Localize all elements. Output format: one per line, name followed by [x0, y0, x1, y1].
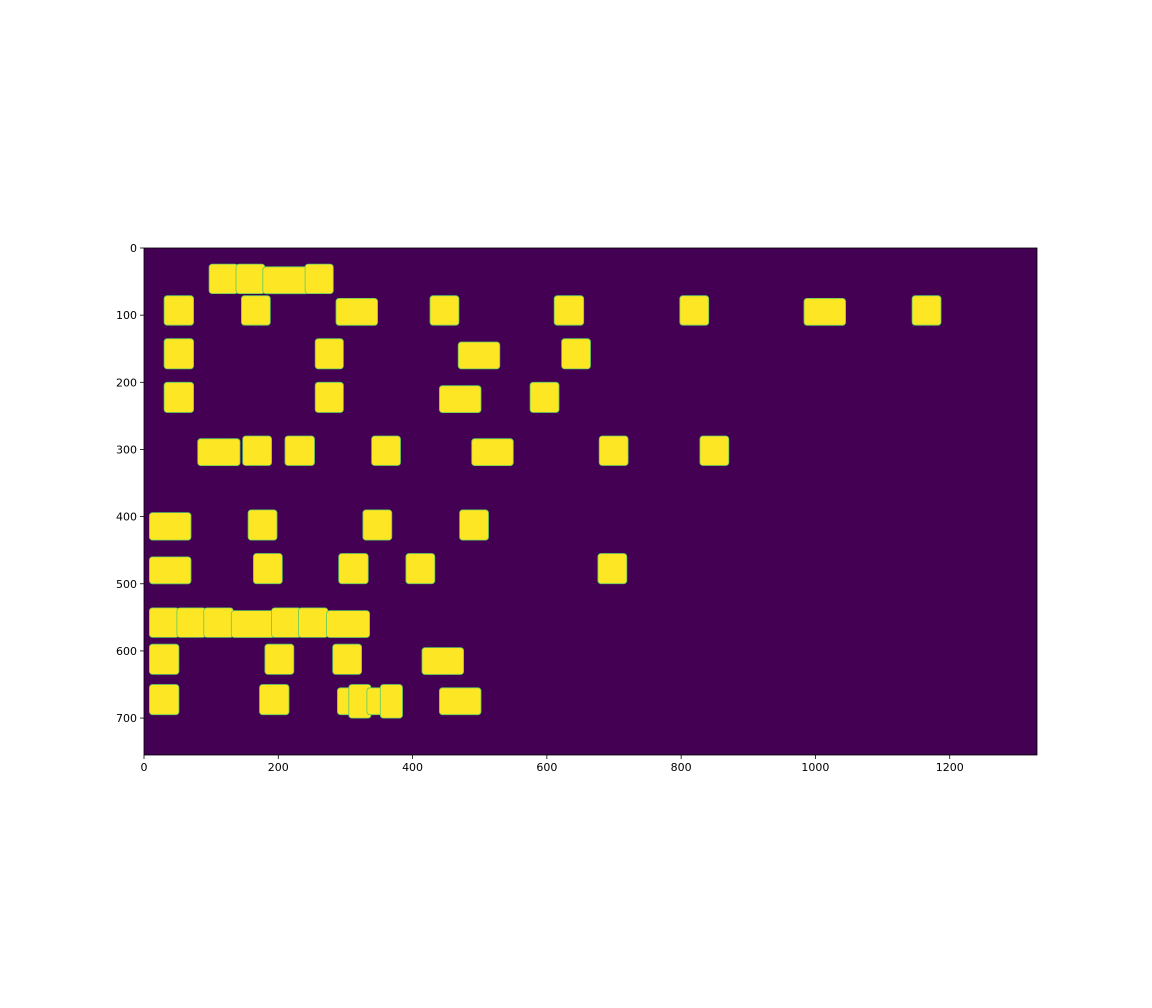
region-cell-28 — [247, 509, 278, 541]
y-axis: 0 100 200 300 400 500 600 700 — [116, 242, 144, 725]
region-cell-26 — [699, 435, 730, 466]
x-tick-label: 0 — [141, 761, 148, 774]
x-tick-label: 1000 — [801, 761, 829, 774]
x-tick-label: 600 — [536, 761, 557, 774]
y-tick-label: 300 — [116, 443, 137, 456]
region-cell-22 — [284, 435, 315, 466]
region-cell-8 — [553, 295, 585, 326]
x-axis: 0 200 400 600 800 1000 1200 — [141, 755, 964, 774]
region-cell-48 — [259, 684, 290, 716]
region-cell-16 — [163, 381, 195, 413]
region-cell-33 — [338, 553, 369, 585]
regions-layer — [148, 263, 942, 719]
x-tick-label: 200 — [268, 761, 289, 774]
region-cell-41 — [297, 607, 329, 638]
region-cell-13 — [314, 338, 344, 370]
region-cell-27 — [148, 512, 192, 541]
region-cell-9 — [679, 295, 710, 326]
region-cell-20 — [197, 438, 241, 467]
y-tick-label: 700 — [116, 712, 137, 725]
region-cell-14 — [457, 341, 501, 370]
region-cell-46 — [421, 647, 464, 675]
region-cell-11 — [911, 295, 942, 326]
x-tick-label: 800 — [671, 761, 692, 774]
region-cell-36 — [148, 607, 180, 638]
region-cell-17 — [314, 381, 344, 413]
region-cell-3 — [304, 263, 334, 295]
region-cell-40 — [271, 607, 302, 638]
y-tick-label: 200 — [116, 376, 137, 389]
region-cell-6 — [335, 297, 378, 326]
region-cell-34 — [405, 553, 436, 585]
x-tick-label: 1200 — [936, 761, 964, 774]
region-cell-2 — [262, 266, 310, 295]
region-cell-47 — [148, 684, 180, 716]
region-cell-31 — [148, 556, 192, 585]
region-cell-4 — [163, 295, 195, 326]
region-cell-0 — [208, 263, 239, 295]
region-cell-44 — [264, 643, 295, 675]
region-cell-15 — [561, 338, 591, 370]
y-tick-label: 500 — [116, 578, 137, 591]
y-tick-label: 400 — [116, 511, 137, 524]
region-cell-12 — [163, 338, 195, 370]
y-tick-label: 0 — [130, 242, 137, 255]
region-cell-32 — [252, 553, 283, 585]
plot-frame — [143, 247, 1038, 756]
region-cell-25 — [598, 435, 629, 466]
region-cell-7 — [429, 295, 460, 326]
region-cell-1 — [235, 263, 266, 295]
region-cell-24 — [471, 438, 514, 467]
region-cell-39 — [230, 610, 276, 638]
plot-background — [144, 248, 1037, 755]
region-cell-5 — [240, 295, 271, 326]
region-cell-10 — [803, 297, 846, 326]
region-cell-43 — [148, 643, 180, 675]
region-cell-52 — [379, 684, 403, 719]
region-cell-37 — [176, 607, 207, 638]
region-cell-23 — [371, 435, 401, 466]
region-cell-38 — [203, 607, 234, 638]
region-cell-19 — [529, 381, 560, 413]
region-cell-42 — [326, 610, 371, 638]
region-cell-45 — [332, 643, 363, 675]
region-cell-18 — [438, 385, 482, 414]
region-cell-21 — [242, 435, 272, 466]
y-tick-label: 600 — [116, 645, 137, 658]
y-tick-label: 100 — [116, 309, 137, 322]
region-cell-35 — [597, 553, 628, 585]
region-cell-29 — [362, 509, 393, 541]
x-tick-label: 400 — [402, 761, 423, 774]
region-cell-30 — [459, 509, 489, 541]
region-cell-53 — [438, 687, 482, 716]
